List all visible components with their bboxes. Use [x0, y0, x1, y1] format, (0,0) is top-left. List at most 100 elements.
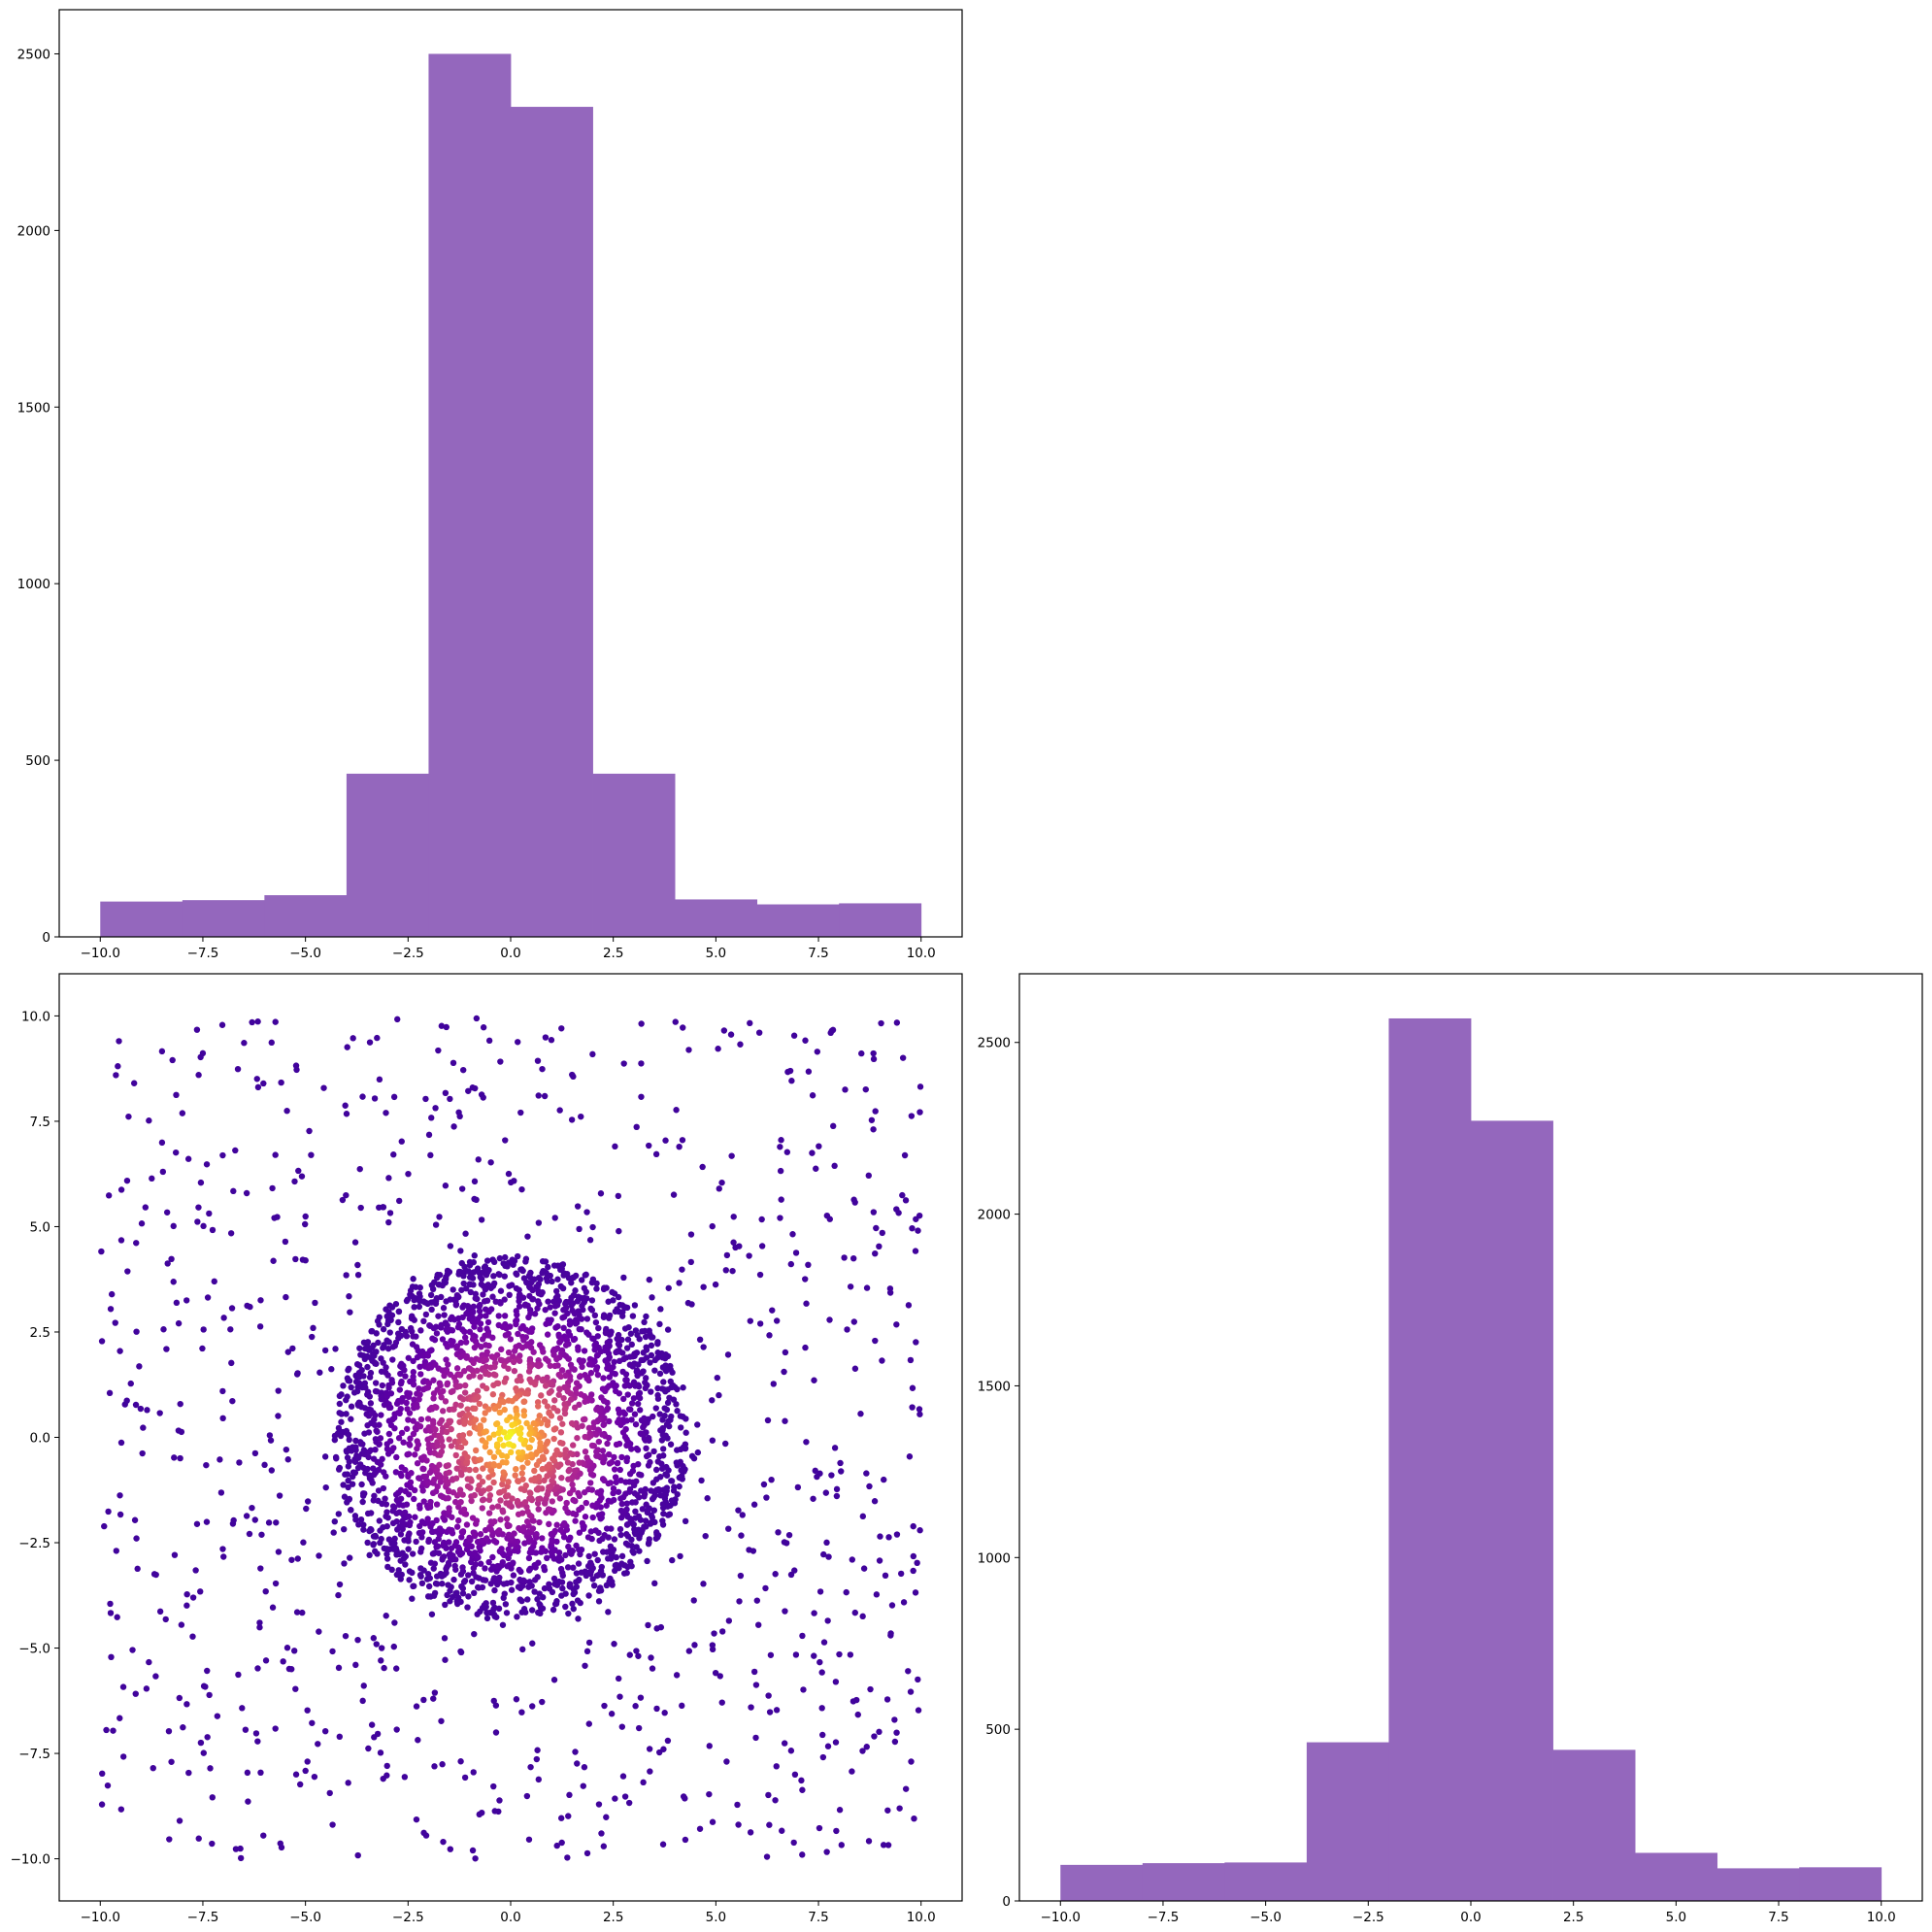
scatter-point	[509, 1421, 516, 1429]
scatter-point	[283, 1108, 290, 1115]
scatter-point	[868, 1116, 876, 1123]
scatter-point	[306, 1127, 313, 1135]
scatter-point	[635, 1400, 642, 1408]
scatter-point	[644, 1557, 650, 1565]
scatter-point	[502, 1332, 510, 1339]
scatter-point	[445, 1361, 451, 1368]
scatter-point	[765, 1791, 772, 1799]
scatter-point	[366, 1472, 373, 1479]
scatter-point	[366, 1039, 374, 1046]
scatter-point	[851, 1199, 858, 1206]
scatter-point	[176, 1694, 183, 1702]
scatter-point	[352, 1661, 359, 1669]
scatter-point	[448, 1443, 455, 1449]
scatter-point	[403, 1425, 411, 1432]
scatter-point	[841, 1254, 848, 1261]
histogram-bars	[1060, 1017, 1882, 1901]
y-tick-label: 0	[1002, 1894, 1011, 1910]
scatter-point	[723, 1758, 730, 1765]
scatter-point	[292, 1685, 299, 1692]
scatter-point	[818, 1731, 826, 1739]
scatter-point	[536, 1518, 543, 1526]
scatter-point	[433, 1516, 440, 1524]
scatter-point	[596, 1537, 603, 1545]
scatter-point	[879, 1229, 885, 1237]
scatter-point	[383, 1501, 390, 1508]
scatter-point	[268, 1467, 276, 1474]
scatter-point	[272, 1151, 279, 1158]
x-tick-label: −7.5	[1148, 1910, 1180, 1925]
scatter-point	[527, 1763, 534, 1771]
scatter-point	[431, 1589, 439, 1597]
scatter-point	[383, 1364, 389, 1371]
scatter-point	[578, 1569, 585, 1576]
scatter-point	[732, 1244, 739, 1251]
scatter-point	[374, 1034, 381, 1042]
scatter-point	[330, 1529, 337, 1536]
scatter-point	[535, 1092, 542, 1099]
scatter-point	[550, 1435, 557, 1443]
scatter-point	[631, 1525, 638, 1533]
scatter-point	[670, 1191, 678, 1198]
scatter-point	[623, 1442, 630, 1449]
scatter-point	[275, 1413, 282, 1419]
scatter-point	[516, 1430, 523, 1437]
scatter-point	[347, 1309, 353, 1316]
y-tick-label: 2500	[17, 47, 50, 62]
scatter-point	[420, 1696, 427, 1704]
scatter-point	[438, 1022, 446, 1029]
scatter-point	[562, 1372, 569, 1380]
scatter-point	[730, 1214, 737, 1220]
scatter-point	[583, 1454, 590, 1461]
scatter-point	[256, 1619, 263, 1626]
scatter-point	[492, 1372, 499, 1379]
scatter-point	[600, 1285, 608, 1293]
scatter-point	[485, 1435, 493, 1442]
scatter-point	[472, 1466, 480, 1474]
scatter-point	[497, 1497, 504, 1504]
scatter-point	[755, 1029, 763, 1036]
scatter-point	[413, 1333, 419, 1340]
scatter-point	[582, 1514, 589, 1520]
scatter-point	[560, 1324, 567, 1332]
scatter-point	[470, 1359, 477, 1367]
scatter-point	[559, 1284, 567, 1292]
scatter-point	[907, 1688, 915, 1695]
scatter-point	[880, 1842, 887, 1849]
scatter-point	[763, 1853, 771, 1860]
scatter-point	[408, 1470, 415, 1477]
scatter-point	[391, 1343, 398, 1349]
scatter-point	[301, 1220, 309, 1228]
scatter-point	[544, 1463, 550, 1471]
scatter-point	[433, 1501, 441, 1508]
scatter-point	[343, 1111, 350, 1117]
scatter-point	[331, 1517, 338, 1525]
scatter-point	[545, 1263, 551, 1271]
scatter-point	[505, 1546, 512, 1552]
scatter-point	[374, 1550, 381, 1557]
scatter-point	[528, 1477, 535, 1483]
scatter-point	[402, 1561, 409, 1568]
scatter-point	[501, 1273, 508, 1280]
scatter-point	[916, 1083, 924, 1090]
scatter-point	[209, 1794, 216, 1801]
histogram-bar	[182, 900, 265, 937]
scatter-point	[799, 1632, 806, 1640]
scatter-point	[615, 1488, 622, 1495]
scatter-point	[777, 1167, 784, 1175]
scatter-point	[232, 1846, 240, 1852]
scatter-point	[113, 1072, 119, 1079]
scatter-point	[483, 1440, 489, 1447]
scatter-point	[876, 1243, 883, 1250]
scatter-point	[908, 1758, 915, 1765]
scatter-point	[424, 1416, 432, 1422]
scatter-point	[553, 1287, 560, 1295]
scatter-point	[483, 1271, 490, 1279]
scatter-point	[756, 1271, 764, 1279]
scatter-point	[915, 1227, 921, 1234]
scatter-point	[432, 1426, 439, 1433]
scatter-point	[411, 1396, 417, 1403]
scatter-point	[661, 1710, 668, 1716]
scatter-point	[528, 1607, 536, 1614]
scatter-point	[799, 1786, 806, 1793]
